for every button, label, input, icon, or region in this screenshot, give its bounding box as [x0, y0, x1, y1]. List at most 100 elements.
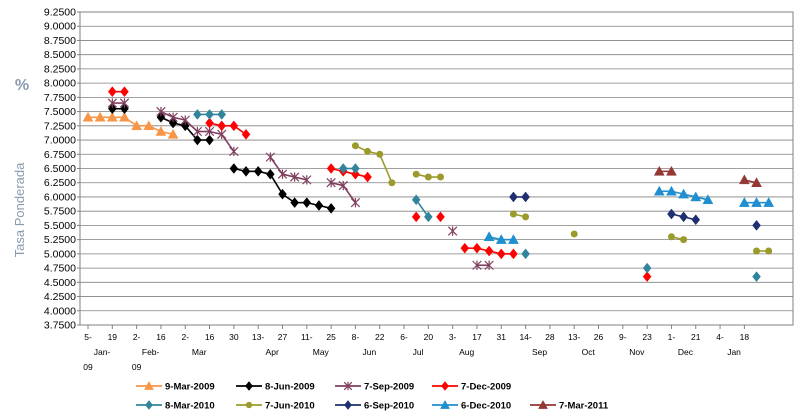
series-line — [294, 176, 307, 181]
data-point — [424, 211, 433, 223]
axes: 3.7500 4.0000 4.2500 4.5000 4.7500 5.0000 5.25… — [44, 7, 749, 373]
x-tick-month: May — [313, 347, 330, 357]
legend-marker — [440, 399, 450, 409]
data-point — [411, 211, 421, 223]
legend-marker — [245, 381, 253, 391]
data-point — [107, 103, 117, 115]
data-point — [412, 170, 420, 178]
legend-item: 8-Jun-2009 — [236, 381, 315, 393]
y-tick-label: 6.0000 — [44, 191, 76, 203]
y-axis-unit: % — [15, 77, 29, 94]
data-point — [180, 120, 190, 132]
data-point — [521, 248, 530, 260]
x-tick-label: 11- — [301, 332, 313, 342]
data-point — [351, 168, 360, 180]
data-point — [678, 188, 690, 199]
legend-marker — [245, 401, 253, 409]
data-point — [508, 234, 519, 244]
y-tick-label: 6.7500 — [44, 149, 76, 161]
data-point — [484, 245, 494, 257]
data-point — [205, 134, 214, 146]
data-point — [765, 247, 773, 255]
series-line — [160, 110, 174, 119]
x-tick-month: Jul — [413, 347, 424, 357]
data-point — [680, 236, 688, 244]
data-point — [350, 197, 361, 208]
data-point — [738, 174, 750, 185]
series-7-Mar-2011 — [653, 165, 762, 187]
x-tick-label: 2- — [181, 332, 189, 342]
legend-marker — [145, 400, 153, 410]
y-tick-label: 4.7500 — [44, 263, 76, 275]
x-tick-month: Jun — [363, 347, 377, 357]
legend-label: 6-Sep-2010 — [364, 401, 414, 412]
data-point — [642, 262, 652, 274]
data-point — [241, 165, 251, 177]
data-point — [82, 111, 94, 122]
y-tick-label: 8.7500 — [44, 35, 76, 47]
y-tick-label: 7.5000 — [44, 106, 76, 118]
y-tick-label: 5.2500 — [44, 234, 76, 246]
x-tick-label: 6- — [400, 332, 408, 342]
data-point — [472, 242, 482, 254]
legend-label: 9-Mar-2009 — [165, 382, 215, 393]
legend-marker — [538, 399, 548, 409]
series-line — [209, 130, 222, 136]
x-tick-label: 13- — [568, 332, 580, 342]
legend-marker — [441, 381, 449, 391]
y-tick-label: 5.0000 — [44, 248, 76, 260]
data-point — [509, 191, 518, 203]
data-point — [193, 109, 202, 120]
data-point — [326, 178, 336, 188]
data-point — [326, 202, 336, 214]
series-7-Sep-2009 — [107, 98, 494, 270]
data-point — [447, 226, 458, 236]
data-point — [495, 234, 507, 244]
data-point — [204, 126, 215, 137]
data-point — [642, 271, 652, 283]
x-tick-label: 26 — [594, 332, 604, 342]
data-point — [143, 120, 155, 131]
data-point — [484, 260, 494, 270]
data-point — [509, 248, 518, 260]
data-point — [217, 109, 227, 120]
y-tick-label: 4.2500 — [44, 291, 76, 303]
data-point — [691, 214, 701, 226]
x-tick-label: 4- — [716, 332, 724, 342]
data-point — [107, 98, 117, 108]
x-tick-label: 23 — [642, 332, 652, 342]
data-point — [753, 247, 761, 255]
data-point — [364, 147, 372, 155]
y-axis-label: Tasa Ponderada — [12, 162, 27, 257]
x-tick-month: Apr — [266, 347, 279, 357]
x-tick-label: 25 — [326, 332, 336, 342]
data-point — [338, 180, 348, 191]
y-tick-label: 8.0000 — [44, 78, 76, 90]
legend-marker — [343, 381, 353, 391]
x-tick-month: Oct — [582, 347, 596, 357]
legend-item: 7-Mar-2011 — [530, 399, 609, 412]
x-tick-month: Jan — [727, 347, 741, 357]
x-tick-month: Aug — [459, 347, 474, 357]
y-tick-label: 7.2500 — [44, 120, 76, 132]
data-point — [751, 177, 762, 187]
data-point — [120, 86, 129, 98]
x-tick-label: 16 — [156, 332, 166, 342]
series-7-Jun-2010 — [351, 142, 773, 255]
data-point — [278, 188, 287, 200]
data-point — [653, 165, 665, 176]
legend-item: 9-Mar-2009 — [136, 380, 215, 393]
series-8-Mar-2010 — [193, 109, 761, 283]
data-point — [388, 179, 396, 187]
data-point — [376, 150, 384, 158]
data-point — [120, 103, 129, 115]
x-tick-label: 31 — [497, 332, 507, 342]
x-tick-label: 28 — [545, 332, 555, 342]
data-point — [738, 197, 750, 207]
data-point — [570, 230, 578, 238]
data-point — [666, 165, 677, 176]
data-point — [653, 185, 665, 196]
y-tick-label: 9.0000 — [44, 21, 76, 33]
data-point — [265, 152, 276, 162]
